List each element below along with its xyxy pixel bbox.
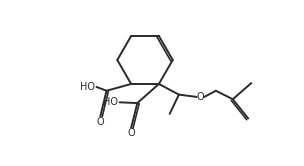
Text: O: O xyxy=(97,117,104,126)
Text: O: O xyxy=(197,92,204,102)
Text: O: O xyxy=(127,128,135,138)
Text: HO: HO xyxy=(103,97,118,107)
Text: HO: HO xyxy=(80,82,95,92)
